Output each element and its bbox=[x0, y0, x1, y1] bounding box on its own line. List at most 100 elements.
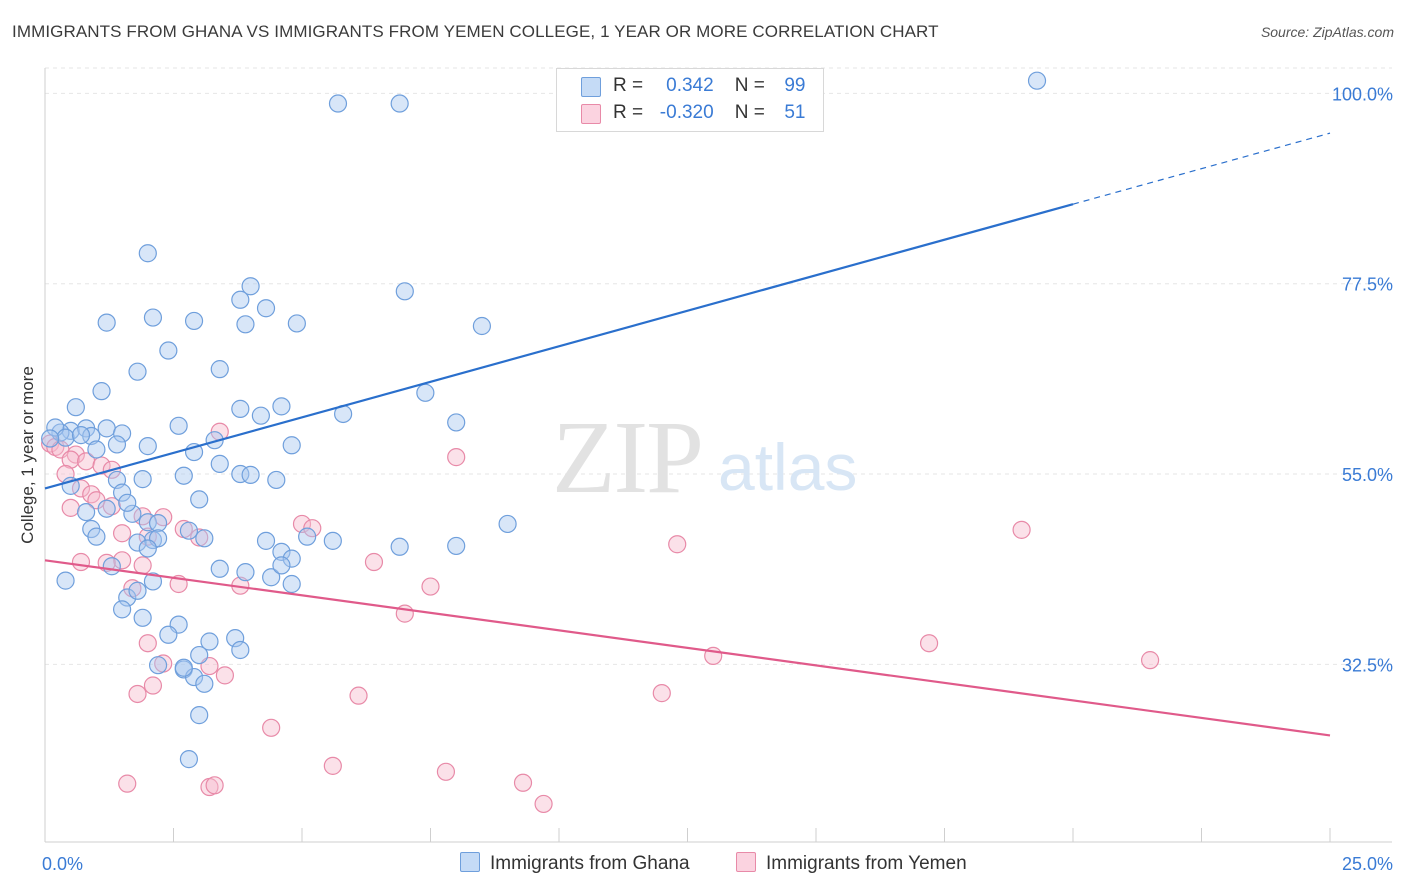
ghana-point bbox=[287, 314, 306, 333]
yemen-point bbox=[323, 756, 342, 775]
yemen-point bbox=[102, 497, 121, 516]
ghana-point bbox=[200, 632, 219, 651]
ghana-point bbox=[251, 406, 270, 425]
ghana-point bbox=[184, 311, 204, 331]
ghana-point bbox=[112, 483, 132, 502]
bottom-legend-label-ghana: Immigrants from Ghana bbox=[490, 853, 690, 874]
ghana-point bbox=[231, 640, 250, 660]
yemen-point bbox=[66, 445, 85, 464]
yemen-point bbox=[92, 456, 111, 475]
yemen-point bbox=[71, 552, 91, 572]
ghana-point bbox=[282, 436, 301, 455]
x-tick-labels: 0.0% 25.0% bbox=[42, 854, 1393, 874]
legend-r-value-yemen: -0.320 bbox=[659, 102, 714, 123]
ghana-point bbox=[87, 440, 106, 459]
ghana-point bbox=[92, 382, 111, 401]
y-tick-labels: 100.0% 77.5% 55.0% 32.5% bbox=[1332, 84, 1393, 675]
yemen-point bbox=[112, 524, 132, 543]
ghana-point bbox=[241, 465, 260, 484]
ghana-point bbox=[210, 454, 229, 473]
ghana-point bbox=[138, 539, 157, 558]
ghana-point bbox=[159, 341, 178, 360]
bottom-legend-swatch-yemen bbox=[736, 852, 756, 872]
y-tick-label: 55.0% bbox=[1342, 465, 1393, 485]
legend-n-label: N = bbox=[734, 102, 765, 123]
ghana-point bbox=[323, 531, 342, 550]
yemen-trend-line bbox=[44, 559, 1331, 737]
yemen-point bbox=[919, 634, 939, 653]
yemen-point bbox=[61, 450, 80, 469]
yemen-point bbox=[513, 773, 533, 792]
ghana-point bbox=[148, 656, 168, 675]
ghana-point bbox=[107, 435, 127, 454]
ghana-point bbox=[236, 563, 255, 582]
legend-r-label: R = bbox=[613, 102, 644, 123]
yemen-point bbox=[1012, 520, 1031, 539]
yemen-point bbox=[112, 551, 132, 570]
yemen-point bbox=[668, 535, 687, 554]
ghana-point bbox=[236, 315, 255, 334]
ghana-point bbox=[231, 399, 250, 418]
ghana-point bbox=[138, 244, 157, 263]
ghana-point bbox=[133, 608, 152, 627]
legend-swatch-ghana bbox=[581, 77, 601, 97]
ghana-trend-line bbox=[44, 203, 1074, 490]
ghana-point bbox=[282, 574, 301, 594]
ghana-point bbox=[447, 536, 466, 556]
yemen-point bbox=[1140, 651, 1160, 670]
ghana-point bbox=[87, 527, 106, 546]
ghana-point bbox=[148, 513, 168, 533]
yemen-point bbox=[128, 684, 147, 704]
legend-n-value-ghana: 99 bbox=[784, 75, 806, 96]
ghana-point bbox=[267, 470, 286, 490]
x-tick-label-max: 25.0% bbox=[1342, 854, 1393, 874]
ghana-point bbox=[71, 426, 91, 445]
ghana-point bbox=[66, 398, 85, 417]
ghana-point bbox=[328, 94, 348, 113]
ghana-point bbox=[41, 429, 60, 448]
legend-n-value-yemen: 51 bbox=[784, 102, 806, 123]
legend-r-value-ghana: 0.342 bbox=[666, 75, 714, 96]
ghana-point bbox=[169, 416, 188, 435]
yemen-point bbox=[205, 776, 224, 795]
ghana-point bbox=[1027, 71, 1047, 90]
ghana-point bbox=[210, 559, 229, 578]
ghana-point bbox=[226, 629, 245, 648]
bottom-legend-label-yemen: Immigrants from Yemen bbox=[766, 853, 967, 874]
yemen-point bbox=[364, 552, 384, 572]
series-yemen bbox=[41, 422, 1160, 814]
x-tick-label-min: 0.0% bbox=[42, 854, 83, 874]
correlation-legend: R = 0.342 N = 99 R = -0.320 N = 51 bbox=[556, 68, 824, 132]
ghana-point bbox=[56, 571, 75, 590]
yemen-point bbox=[421, 577, 440, 596]
ghana-point bbox=[143, 308, 163, 327]
legend-n-label: N = bbox=[734, 75, 765, 96]
ghana-point bbox=[195, 529, 214, 548]
ghana-point bbox=[298, 527, 317, 546]
watermark: ZIP atlas bbox=[552, 400, 857, 515]
ghana-point bbox=[179, 521, 199, 540]
ghana-point bbox=[282, 549, 301, 568]
ghana-point bbox=[390, 94, 409, 113]
ghana-point bbox=[118, 493, 137, 512]
source-label: Source: ZipAtlas.com bbox=[1260, 24, 1394, 40]
ghana-point bbox=[138, 437, 157, 456]
yemen-point bbox=[143, 676, 163, 695]
ghana-point bbox=[472, 316, 491, 336]
yemen-point bbox=[262, 718, 281, 737]
ghana-point bbox=[143, 572, 163, 591]
trend-lines bbox=[44, 132, 1331, 737]
ghana-point bbox=[174, 466, 193, 485]
y-tick-label: 100.0% bbox=[1332, 84, 1393, 104]
watermark-atlas: atlas bbox=[718, 430, 857, 504]
ghana-point bbox=[97, 313, 116, 332]
ghana-point bbox=[195, 674, 214, 693]
series-ghana bbox=[41, 71, 1047, 769]
ghana-point bbox=[184, 667, 204, 687]
ghana-point bbox=[123, 504, 142, 523]
ghana-point bbox=[133, 470, 152, 489]
ghana-point bbox=[128, 533, 147, 552]
yemen-point bbox=[46, 437, 65, 457]
y-tick-label: 77.5% bbox=[1342, 275, 1393, 295]
ghana-point bbox=[272, 397, 291, 416]
